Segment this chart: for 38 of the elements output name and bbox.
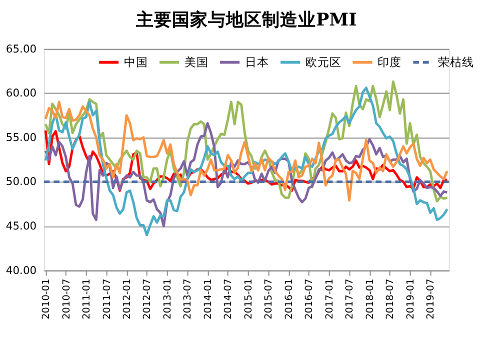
x-tick-label: 2015-01 — [243, 278, 254, 320]
x-tick-label: 2017-01 — [324, 278, 336, 320]
line-series — [44, 80, 448, 202]
x-tick-label: 2011-01 — [82, 278, 93, 320]
x-tick-label: 2012-01 — [122, 278, 133, 320]
y-tick-label: 40.00 — [6, 264, 37, 277]
y-tick-label: 60.00 — [6, 86, 37, 100]
legend-label: 荣枯线 — [438, 55, 474, 70]
legend-label: 中国 — [124, 55, 148, 70]
x-tick-label: 2016-07 — [304, 278, 316, 320]
x-tick-label: 2018-01 — [364, 278, 376, 320]
y-tick-label: 65.00 — [6, 42, 37, 56]
x-tick-label: 2019-07 — [426, 278, 437, 320]
line-series — [44, 129, 448, 192]
legend-label: 印度 — [378, 55, 402, 70]
x-tick-label: 2011-07 — [102, 278, 113, 320]
x-tick-label: 2012-07 — [142, 278, 154, 320]
legend-label: 日本 — [244, 55, 269, 70]
legend-label: 欧元区 — [305, 55, 342, 70]
line-series — [44, 86, 448, 236]
y-tick-label: 45.00 — [6, 219, 37, 232]
y-tick-label: 55.00 — [6, 130, 37, 144]
x-tick-label: 2010-07 — [61, 278, 72, 320]
x-tick-label: 2013-07 — [182, 278, 194, 320]
x-tick-label: 2016-01 — [284, 278, 295, 320]
x-tick-label: 2014-07 — [223, 278, 234, 320]
legend-label: 美国 — [184, 55, 208, 70]
y-tick-label: 50.00 — [6, 175, 37, 188]
chart-title: 主要国家与地区制造业PMI — [134, 9, 357, 30]
x-tick-label: 2013-01 — [162, 278, 174, 320]
x-tick-label: 2010-01 — [41, 278, 52, 320]
x-tick-label: 2014-01 — [202, 278, 214, 320]
x-tick-label: 2019-01 — [405, 278, 416, 320]
x-tick-label: 2018-07 — [385, 278, 396, 320]
line-series — [44, 122, 448, 228]
x-tick-label: 2015-07 — [264, 278, 275, 320]
line-series — [44, 100, 448, 202]
x-tick-label: 2017-07 — [344, 278, 356, 320]
